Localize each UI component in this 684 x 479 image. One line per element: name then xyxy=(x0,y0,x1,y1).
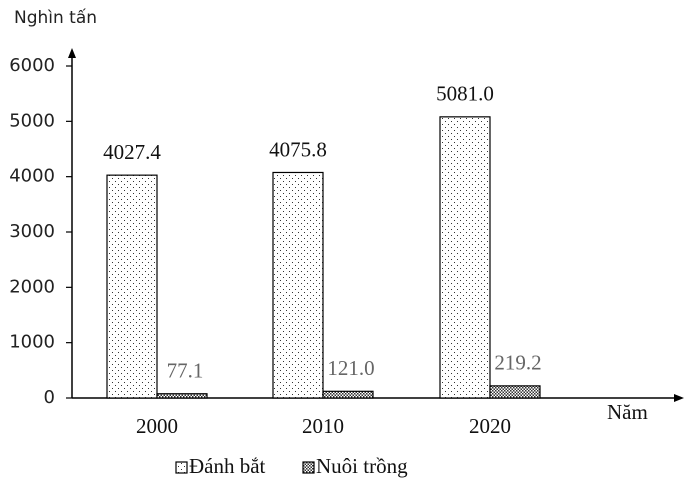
x-axis-title: Năm xyxy=(607,400,648,424)
x-tick-label: 2020 xyxy=(469,414,511,438)
value-label: 4075.8 xyxy=(269,137,327,161)
legend-label: Đánh bắt xyxy=(189,454,266,478)
value-label: 5081.0 xyxy=(436,82,494,106)
legend-swatch xyxy=(302,461,315,474)
y-tick-label: 4000 xyxy=(9,166,55,187)
legend-swatch xyxy=(175,461,188,474)
value-label: 4027.4 xyxy=(103,140,161,164)
bar xyxy=(489,385,541,399)
x-axis-arrow xyxy=(674,394,684,402)
bar xyxy=(106,174,158,399)
y-axis-title: Nghìn tấn xyxy=(14,7,97,28)
x-tick-label: 2000 xyxy=(136,414,178,438)
y-tick-label: 6000 xyxy=(9,55,55,76)
y-tick-label: 0 xyxy=(44,387,55,408)
y-tick-label: 5000 xyxy=(9,110,55,131)
value-label: 77.1 xyxy=(167,359,204,383)
x-tick-label: 2010 xyxy=(302,414,344,438)
legend-label: Nuôi trồng xyxy=(316,454,408,478)
bar xyxy=(439,116,491,399)
y-tick-label: 2000 xyxy=(9,276,55,297)
y-tick-label: 3000 xyxy=(9,221,55,242)
value-label: 121.0 xyxy=(327,356,374,380)
bar xyxy=(156,393,208,399)
value-label: 219.2 xyxy=(494,351,541,375)
bar xyxy=(322,390,374,399)
y-axis-arrow xyxy=(68,48,76,58)
bar xyxy=(272,171,324,399)
y-tick-label: 1000 xyxy=(9,332,55,353)
